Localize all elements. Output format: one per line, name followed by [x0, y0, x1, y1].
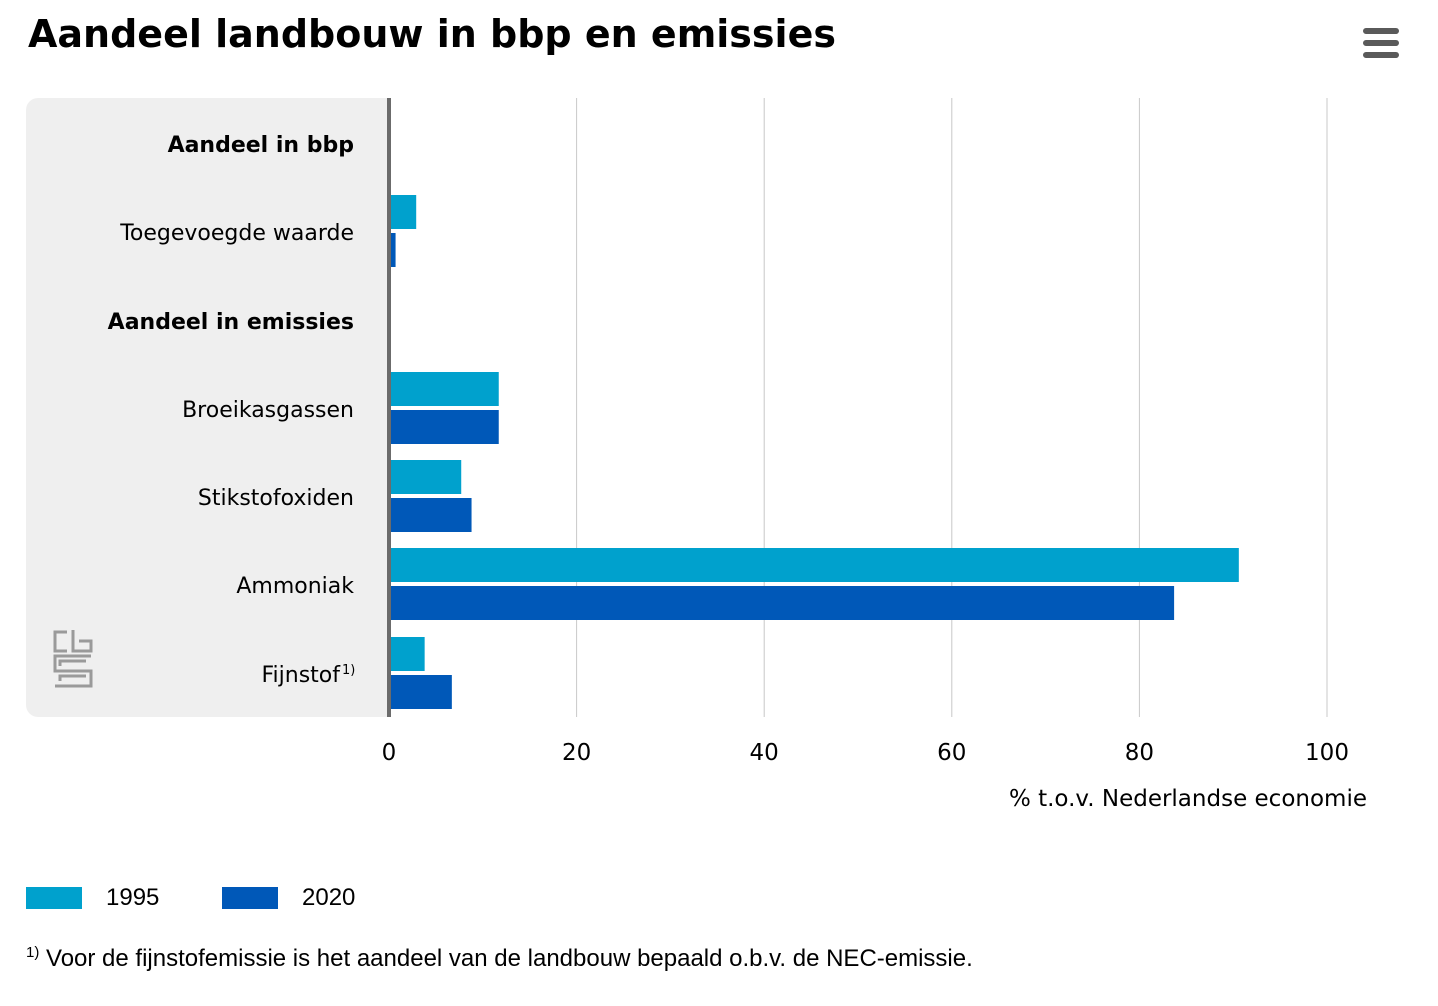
legend-label: 1995 [106, 884, 160, 911]
bar-1995 [389, 637, 425, 671]
x-axis-label: % t.o.v. Nederlandse economie [1009, 786, 1367, 812]
footnote-text: Voor de fijnstofemissie is het aandeel v… [46, 945, 973, 972]
legend-swatch-2020 [222, 887, 278, 909]
bar-1995 [389, 460, 462, 494]
legend-swatch-1995 [26, 887, 82, 909]
bar-1995 [389, 548, 1239, 582]
chart-title: Aandeel landbouw in bbp en emissies [28, 12, 836, 56]
category-panel [26, 98, 389, 717]
x-tick-label: 0 [382, 740, 397, 766]
legend-item-1995[interactable]: 1995 [26, 884, 159, 912]
legend-item-2020[interactable]: 2020 [222, 884, 355, 912]
category-label: Aandeel in emissies [108, 310, 354, 335]
x-tick-label: 80 [1125, 740, 1154, 766]
x-tick-label: 100 [1305, 740, 1349, 766]
category-label: Ammoniak [236, 574, 354, 599]
legend-label: 2020 [302, 884, 356, 911]
footnote-marker: 1) [26, 944, 40, 961]
bar-2020 [389, 410, 499, 444]
cbs-logo-icon [53, 630, 93, 688]
category-label: Fijnstof [261, 663, 341, 688]
bar-2020 [389, 498, 472, 532]
bar-1995 [389, 372, 499, 406]
x-tick-label: 60 [937, 740, 966, 766]
category-panel-edge [369, 98, 389, 717]
bar-2020 [389, 675, 452, 709]
hamburger-menu-icon[interactable] [1361, 28, 1401, 60]
category-label: Broeikasgassen [182, 398, 354, 423]
bar-2020 [389, 233, 396, 267]
category-label: Stikstofoxiden [198, 486, 354, 511]
x-tick-label: 20 [562, 740, 591, 766]
bar-2020 [389, 586, 1175, 620]
category-label: Toegevoegde waarde [119, 221, 354, 246]
x-tick-label: 40 [750, 740, 779, 766]
bar-1995 [389, 195, 417, 229]
category-label: Aandeel in bbp [168, 133, 354, 158]
footnote: 1) Voor de fijnstofemissie is het aandee… [26, 944, 973, 973]
bar-chart: 0 20 40 60 80 100 % t.o.v. Nederlandse economi… [26, 98, 1367, 812]
category-footnote-marker: 1) [342, 663, 355, 678]
